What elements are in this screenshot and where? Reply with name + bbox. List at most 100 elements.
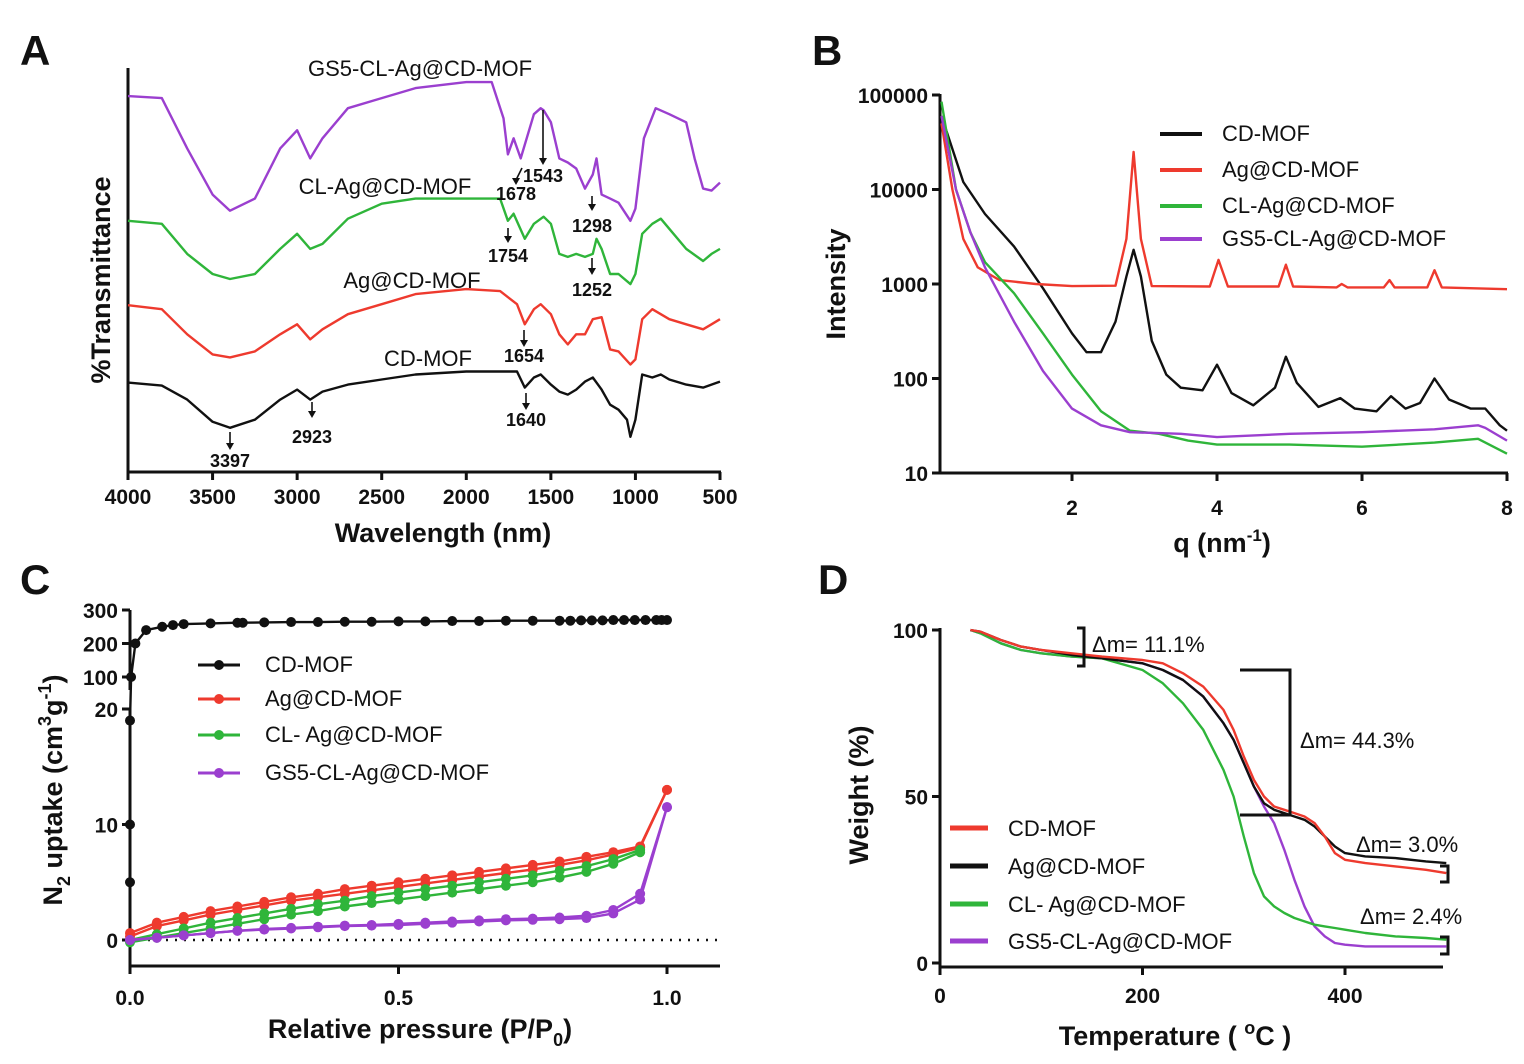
data-point-purple — [527, 913, 538, 924]
ylabel-part: ) — [38, 674, 68, 683]
panel-a-ylabel: %Transmittance — [86, 176, 116, 383]
panel-c-ylabel: N2 uptake (cm3g-1) — [35, 674, 74, 905]
data-point-black — [393, 616, 404, 627]
xlabel-end: C ) — [1255, 1021, 1291, 1051]
y-tick-label: 20 — [95, 699, 118, 722]
legend-label: Ag@CD-MOF — [265, 686, 402, 711]
x-tick-label: 1.0 — [652, 987, 681, 1010]
series-line-purple — [940, 115, 1508, 442]
legend-label: CD-MOF — [1222, 121, 1310, 146]
panel-letter-d: D — [818, 556, 848, 603]
data-point-black — [576, 615, 587, 626]
x-tick-label: 8 — [1501, 497, 1513, 520]
data-point-green — [527, 870, 538, 881]
panel-letter-b: B — [812, 27, 842, 74]
data-point-purple — [312, 921, 323, 932]
data-point-black — [565, 615, 576, 626]
legend-label: CL- Ag@CD-MOF — [265, 722, 443, 747]
panel-c-n2-isotherm-chart: N2 uptake (cm3g-1) Relative pressure (P/… — [35, 600, 720, 1050]
legend-label: GS5-CL-Ag@CD-MOF — [1222, 226, 1446, 251]
data-point-black — [205, 618, 216, 629]
legend-marker — [214, 660, 224, 670]
panel-b-xlabel-end: ) — [1262, 528, 1271, 558]
data-point-black — [629, 615, 640, 626]
xlabel-sub: 0 — [553, 1030, 563, 1050]
ylabel-sub: 2 — [54, 876, 74, 886]
data-point-green — [474, 877, 485, 888]
legend-label: GS5-CL-Ag@CD-MOF — [1008, 929, 1232, 954]
data-point-red — [232, 904, 243, 915]
annotation-label: 1252 — [572, 280, 612, 300]
xlabel-sup: o — [1244, 1018, 1255, 1038]
series-line-red — [127, 287, 721, 366]
data-point-purple — [500, 914, 511, 925]
x-tick-label: 200 — [1125, 985, 1160, 1008]
data-point-green — [500, 873, 511, 884]
panel-b-xlabel-sup: -1 — [1247, 526, 1262, 545]
data-point-green — [474, 884, 485, 895]
series-line-black — [128, 618, 667, 883]
bracket-44-3 — [1240, 668, 1292, 817]
legend-label: CL-Ag@CD-MOF — [1222, 193, 1395, 218]
data-point-black — [237, 617, 248, 628]
panel-a-xlabel: Wavelength (nm) — [335, 518, 552, 548]
legend-marker — [214, 694, 224, 704]
data-point-black — [125, 819, 135, 830]
y-tick-label: 50 — [905, 787, 928, 810]
y-tick-label: 300 — [83, 600, 118, 623]
data-point-red — [339, 888, 350, 899]
data-point-red — [286, 895, 297, 906]
y-tick-label: 1000 — [881, 274, 928, 297]
data-point-green — [420, 891, 431, 902]
series-line-red — [970, 628, 1447, 875]
mass-loss-annotation: Δm= 2.4% — [1360, 904, 1462, 929]
panel-b-saxs-chart: Intensity q (nm-1) 10 100 1000 10000 100000 2… — [821, 85, 1513, 558]
panel-d-xlabel: Temperature ( oC ) — [1059, 1018, 1292, 1051]
x-tick-label: 2 — [1066, 497, 1078, 520]
legend-label: CD-MOF — [1008, 816, 1096, 841]
x-tick-label: 4000 — [105, 486, 152, 509]
panel-letter-c: C — [20, 556, 50, 603]
data-point-green — [393, 887, 404, 898]
data-point-purple — [581, 910, 592, 921]
data-point-black — [608, 615, 619, 626]
y-tick-label: 0 — [106, 930, 118, 953]
annotation-arrowhead — [520, 340, 528, 347]
series-line-black — [127, 370, 721, 438]
x-tick-label: 1000 — [612, 486, 659, 509]
data-point-purple — [232, 925, 243, 936]
xlabel-main: Temperature ( — [1059, 1021, 1245, 1051]
data-point-green — [581, 866, 592, 877]
data-point-purple — [420, 917, 431, 928]
legend-label: CD-MOF — [265, 652, 353, 677]
xlabel-end: ) — [563, 1014, 572, 1044]
annotation-label: 1298 — [572, 216, 612, 236]
panel-b-xlabel-main: q (nm — [1173, 528, 1247, 558]
data-point-black — [366, 616, 377, 627]
panel-b-ylabel: Intensity — [821, 228, 851, 339]
data-point-green — [366, 898, 377, 909]
annotation-label: 1640 — [506, 410, 546, 430]
series-line-purple — [127, 80, 721, 222]
data-point-green — [339, 901, 350, 912]
data-point-black — [125, 877, 135, 888]
data-point-green — [312, 906, 323, 917]
data-point-green — [635, 847, 646, 858]
data-point-red — [151, 921, 162, 932]
data-point-green — [608, 858, 619, 869]
data-point-green — [366, 891, 377, 902]
series-line-red — [940, 123, 1508, 291]
annotation-arrowhead — [588, 204, 596, 211]
legend-marker — [214, 768, 224, 778]
x-tick-label: 1500 — [527, 486, 574, 509]
x-tick-label: 3000 — [274, 486, 321, 509]
data-point-purple — [393, 918, 404, 929]
x-tick-label: 6 — [1356, 497, 1368, 520]
x-tick-label: 0 — [934, 985, 946, 1008]
annotation-arrowhead — [308, 411, 316, 418]
data-point-purple — [554, 912, 565, 923]
xlabel-main: Relative pressure (P/P — [268, 1014, 553, 1044]
panel-letter-a: A — [20, 27, 50, 74]
x-tick-label: 3500 — [189, 486, 236, 509]
